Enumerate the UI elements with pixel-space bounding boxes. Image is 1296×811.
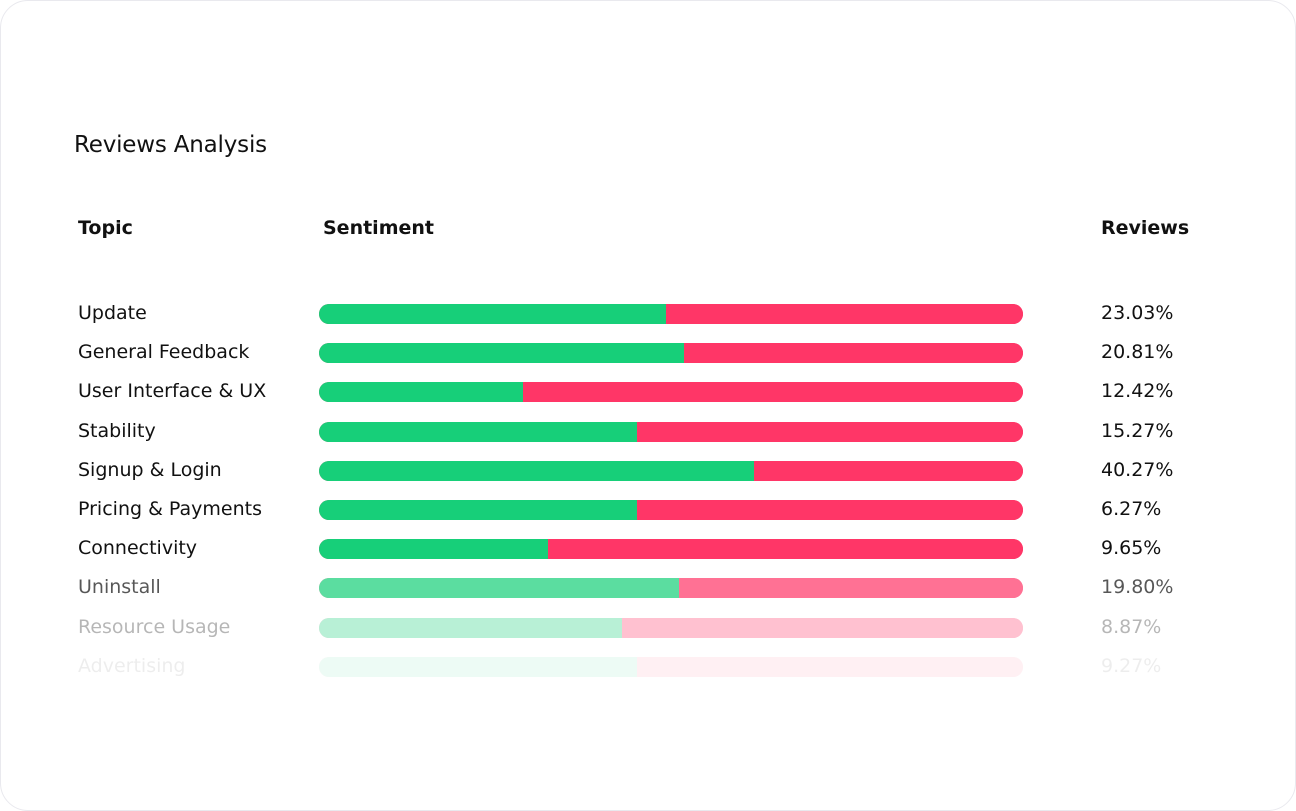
sentiment-negative-segment [683, 343, 1023, 364]
topic-row: Connectivity 9.65% [1, 529, 1296, 568]
reviews-percentage: 15.27% [1101, 419, 1174, 442]
topic-row: Pricing & Payments 6.27% [1, 490, 1296, 529]
reviews-percentage: 40.27% [1101, 458, 1174, 481]
column-header-reviews: Reviews [1101, 217, 1190, 239]
sentiment-bar [319, 382, 1023, 403]
sentiment-bar [319, 460, 1023, 481]
reviews-percentage: 8.87% [1101, 615, 1162, 638]
sentiment-bar [319, 304, 1023, 324]
topic-row: Uninstall 19.80% [1, 568, 1296, 607]
sentiment-positive-segment [319, 578, 679, 599]
sentiment-bar [319, 343, 1023, 364]
sentiment-negative-segment [621, 617, 1023, 638]
reviews-percentage: 12.42% [1101, 380, 1174, 403]
page-title: Reviews Analysis [74, 132, 267, 158]
sentiment-negative-segment [523, 382, 1023, 403]
topic-label: Signup & Login [78, 458, 222, 481]
topic-row: General Feedback 20.81% [1, 333, 1296, 372]
topic-row: Resource Usage 8.87% [1, 608, 1296, 647]
topic-label: Pricing & Payments [78, 498, 263, 520]
sentiment-bar [319, 539, 1023, 560]
topic-row: Stability 15.27% [1, 412, 1296, 451]
topic-label: Advertising [78, 654, 186, 677]
sentiment-positive-segment [319, 421, 638, 442]
reviews-percentage: 9.27% [1101, 654, 1162, 677]
reviews-percentage: 23.03% [1101, 302, 1174, 324]
column-header-topic: Topic [78, 217, 133, 239]
sentiment-negative-segment [666, 304, 1023, 324]
reviews-percentage: 6.27% [1101, 498, 1162, 520]
sentiment-bar [319, 500, 1023, 520]
sentiment-negative-segment [637, 421, 1023, 442]
sentiment-negative-segment [637, 500, 1023, 520]
sentiment-negative-segment [637, 656, 1023, 677]
sentiment-positive-segment [319, 304, 667, 324]
sentiment-negative-segment [678, 578, 1023, 599]
sentiment-bar [319, 656, 1023, 677]
sentiment-bar [319, 617, 1023, 638]
sentiment-bar [319, 421, 1023, 442]
topic-label: User Interface & UX [78, 380, 267, 403]
sentiment-positive-segment [319, 382, 524, 403]
reviews-percentage: 9.65% [1101, 537, 1162, 560]
reviews-percentage: 19.80% [1101, 576, 1174, 599]
topic-label: Resource Usage [78, 615, 231, 638]
topic-row: Signup & Login 40.27% [1, 451, 1296, 490]
sentiment-positive-segment [319, 656, 638, 677]
topic-label: Uninstall [78, 576, 161, 599]
sentiment-negative-segment [754, 460, 1023, 481]
topic-label: General Feedback [78, 341, 250, 364]
sentiment-bar [319, 578, 1023, 599]
topic-label: Stability [78, 419, 156, 442]
topic-label: Connectivity [78, 537, 198, 560]
topic-row: User Interface & UX 12.42% [1, 372, 1296, 411]
sentiment-positive-segment [319, 617, 622, 638]
sentiment-positive-segment [319, 460, 755, 481]
sentiment-negative-segment [547, 539, 1023, 560]
sentiment-positive-segment [319, 343, 684, 364]
topic-label: Update [78, 302, 147, 324]
topic-row: Advertising 9.27% [1, 647, 1296, 686]
reviews-percentage: 20.81% [1101, 341, 1174, 364]
column-header-sentiment: Sentiment [323, 217, 434, 239]
topic-row: Update 23.03% [1, 294, 1296, 333]
sentiment-positive-segment [319, 539, 548, 560]
sentiment-positive-segment [319, 500, 638, 520]
